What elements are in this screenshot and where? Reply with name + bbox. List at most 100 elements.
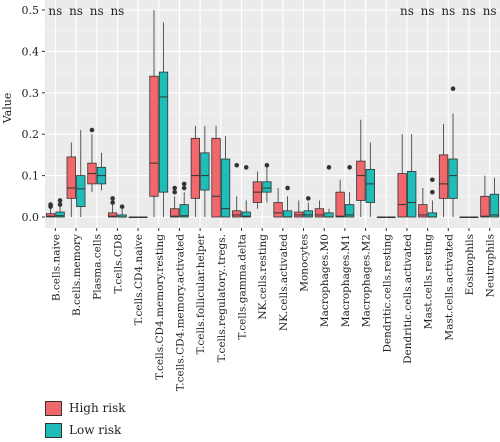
x-tick-label: Eosinophils [464,234,476,295]
significance-label: ns [48,4,62,18]
legend-label-low-risk: Low risk [69,423,122,437]
box-high-risk [459,216,469,219]
y-axis: 0.0 0.1 0.2 0.3 0.4 0.5 [22,4,45,224]
box-high-risk [294,200,304,218]
box-low-risk [220,136,231,218]
outlier-point [234,162,240,168]
x-tick-label: Mast.cells.resting [423,234,435,329]
outlier-point [305,196,311,201]
x-tick-label: B.cells.naive [50,234,62,301]
y-axis-label: Value [1,93,14,125]
box-body [438,154,449,199]
box-low-risk [344,165,355,218]
legend-item-high-risk: High risk [45,398,126,418]
box-body [232,210,242,218]
box-low-risk [448,86,458,217]
outlier-point [450,86,456,91]
box-high-risk [252,171,263,209]
box-body [356,160,366,201]
box-high-risk [128,216,138,219]
significance-label: ns [441,4,455,18]
box-low-risk [96,152,107,191]
box-high-risk [66,142,76,217]
significance-label: ns [400,4,414,18]
outlier-point [347,165,352,170]
y-tick-label: 0.4 [22,45,40,58]
box-body [241,211,251,218]
box-low-risk [407,134,417,218]
box-body [273,202,283,218]
box-high-risk [87,127,97,193]
box-body [220,158,231,218]
box-low-risk [138,216,148,219]
box-low-risk [179,181,189,218]
box-body [76,175,86,208]
box-high-risk [273,188,283,218]
box-high-risk [418,188,428,218]
x-tick-label: Monocytes [299,234,311,292]
x-tick-label: Plasma.cells [92,234,104,300]
significance-label: ns [69,4,83,18]
y-tick-label: 0.3 [22,87,40,100]
outlier-point [48,202,53,207]
boxes [45,10,500,219]
x-tick-label: T.cells.follicular.helper [195,233,207,354]
x-tick-label: T.cells.CD4.memory.resting [154,234,166,380]
box-high-risk [170,185,180,218]
box-body [303,210,313,218]
box-body [190,137,201,199]
box-body [55,211,65,218]
box-body [427,212,438,218]
box-high-risk [480,175,490,218]
box-low-risk [76,130,86,217]
x-tick-label: Neutrophils [485,234,497,297]
x-tick-label: B.cells.memory [71,234,83,316]
box-high-risk [107,196,118,218]
box-body [418,204,428,218]
box-body [107,212,118,218]
outlier-point [181,185,187,191]
y-tick-label: 0.0 [22,211,40,224]
box-body [149,75,159,197]
box-low-risk [324,165,334,218]
box-body [45,213,56,218]
significance-label: ns [110,4,124,18]
x-tick-label: NK.cells.resting [257,234,269,320]
box-high-risk [356,119,366,217]
significance-label: ns [462,4,476,18]
box-high-risk [438,123,449,217]
box-body [448,158,458,199]
box-body [211,137,221,218]
legend-item-low-risk: Low risk [45,420,126,440]
box-body [365,168,375,203]
y-tick-label: 0.1 [22,170,40,183]
outlier-point [430,189,435,195]
x-tick-label: Dendritic.cells.activated [402,234,414,364]
box-low-risk [469,216,479,219]
box-low-risk [386,216,396,219]
box-body [489,193,500,218]
box-body [170,208,180,218]
box-low-risk [158,22,169,217]
box-low-risk [427,177,438,218]
outlier-point [110,200,115,205]
outlier-point [430,177,435,183]
box-body [262,181,272,193]
y-tick-label: 0.2 [22,128,40,141]
box-high-risk [376,216,387,219]
significance-label: ns [483,4,497,18]
outlier-point [172,185,177,191]
x-axis: B.cells.naive B.cells.memory Plasma.cells T… [50,228,497,391]
x-tick-label: T.cells.CD8 [112,234,124,293]
outlier-point [57,198,63,203]
box-low-risk [282,185,293,218]
box-low-risk [55,198,65,218]
x-tick-label: Dendritic.cells.resting [381,234,393,353]
x-tick-label: T.cells.CD4.naive [133,234,145,325]
box-high-risk [149,10,159,217]
outlier-point [57,202,63,207]
box-high-risk [45,202,56,218]
outlier-point [243,165,249,170]
legend-key-low-risk [45,422,62,438]
